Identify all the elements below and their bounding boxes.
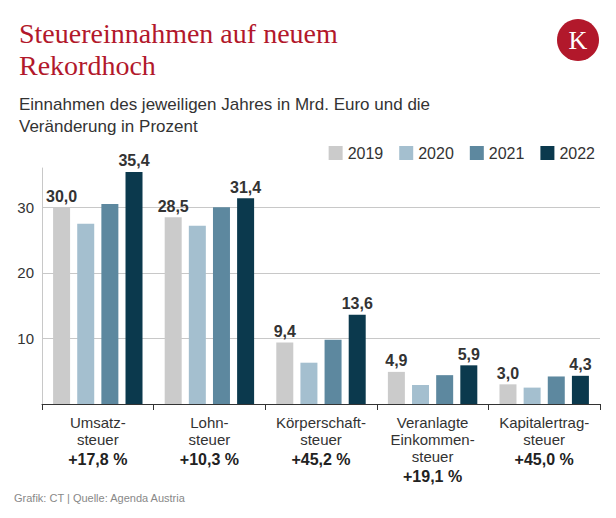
svg-text:13,6: 13,6 — [342, 295, 373, 312]
svg-text:Steuereinnahmen auf neuem: Steuereinnahmen auf neuem — [19, 18, 338, 49]
svg-text:2020: 2020 — [418, 145, 454, 162]
svg-text:K: K — [569, 26, 588, 55]
svg-text:steuer: steuer — [300, 431, 342, 448]
svg-text:Rekordhoch: Rekordhoch — [19, 50, 156, 81]
svg-text:steuer: steuer — [523, 431, 565, 448]
svg-text:Lohn-: Lohn- — [190, 414, 228, 431]
svg-text:2022: 2022 — [559, 145, 595, 162]
svg-text:4,3: 4,3 — [569, 356, 591, 373]
svg-text:35,4: 35,4 — [118, 152, 149, 169]
svg-text:3,0: 3,0 — [497, 365, 519, 382]
svg-text:Grafik: CT | Quelle: Agenda Au: Grafik: CT | Quelle: Agenda Austria — [14, 492, 186, 504]
svg-text:2019: 2019 — [348, 145, 384, 162]
svg-text:30: 30 — [17, 199, 34, 216]
svg-text:28,5: 28,5 — [158, 198, 189, 215]
svg-text:2021: 2021 — [489, 145, 525, 162]
svg-text:30,0: 30,0 — [46, 188, 77, 205]
svg-text:steuer: steuer — [77, 431, 119, 448]
svg-text:+45,2 %: +45,2 % — [291, 451, 350, 468]
svg-text:steuer: steuer — [412, 448, 454, 465]
svg-text:4,9: 4,9 — [385, 352, 407, 369]
svg-text:Veränderung in Prozent: Veränderung in Prozent — [19, 117, 198, 136]
svg-text:+19,1 %: +19,1 % — [403, 468, 462, 485]
svg-text:+17,8 %: +17,8 % — [68, 451, 127, 468]
svg-text:+10,3 %: +10,3 % — [180, 451, 239, 468]
svg-text:9,4: 9,4 — [274, 323, 296, 340]
svg-text:Einnahmen des jeweiligen Jahre: Einnahmen des jeweiligen Jahres in Mrd. … — [19, 95, 430, 114]
svg-text:5,9: 5,9 — [458, 346, 480, 363]
svg-text:31,4: 31,4 — [230, 179, 261, 196]
svg-text:Umsatz-: Umsatz- — [70, 414, 126, 431]
svg-text:20: 20 — [17, 264, 34, 281]
svg-text:steuer: steuer — [189, 431, 231, 448]
svg-text:+45,0 %: +45,0 % — [515, 451, 574, 468]
svg-text:Veranlagte: Veranlagte — [397, 414, 469, 431]
svg-text:10: 10 — [17, 330, 34, 347]
svg-text:Einkommen-: Einkommen- — [390, 431, 474, 448]
svg-text:Kapitalertrag-: Kapitalertrag- — [499, 414, 589, 431]
svg-text:Körperschaft-: Körperschaft- — [276, 414, 366, 431]
